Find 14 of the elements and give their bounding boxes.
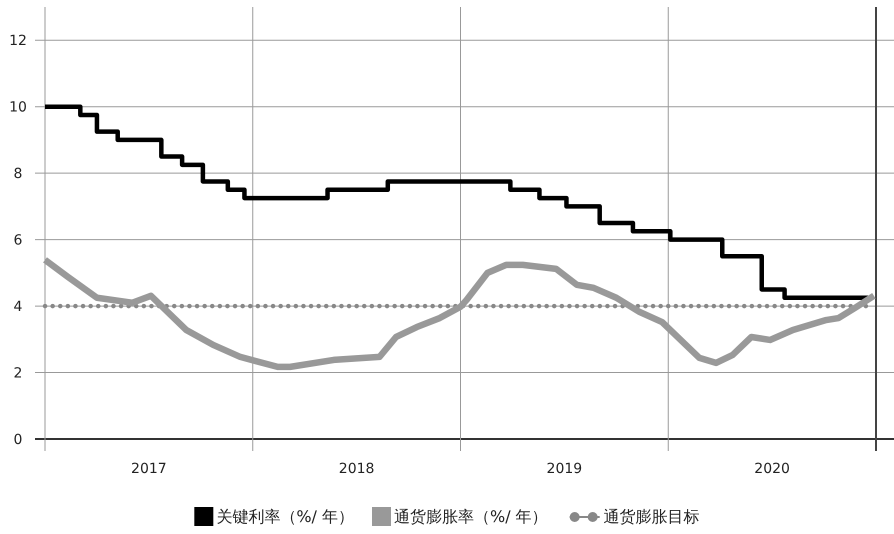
y-tick-label: 10 (9, 100, 27, 116)
legend-label: 通货膨胀目标 (604, 507, 700, 526)
legend-label: 通货膨胀率（%/ 年） (394, 507, 548, 526)
y-tick-label: 8 (14, 166, 22, 182)
y-tick-label: 4 (14, 299, 23, 316)
x-tick-label: 2019 (546, 461, 582, 477)
y-tick-label: 12 (9, 33, 27, 50)
y-tick-label: 6 (14, 232, 23, 249)
legend-label: 关键利率（%/ 年） (216, 507, 354, 526)
y-tick-label: 2 (14, 366, 22, 382)
x-tick-label: 2020 (754, 461, 790, 477)
x-tick-label: 2018 (338, 461, 374, 477)
y-tick-label: 0 (14, 432, 22, 448)
x-tick-label: 2017 (131, 461, 167, 477)
